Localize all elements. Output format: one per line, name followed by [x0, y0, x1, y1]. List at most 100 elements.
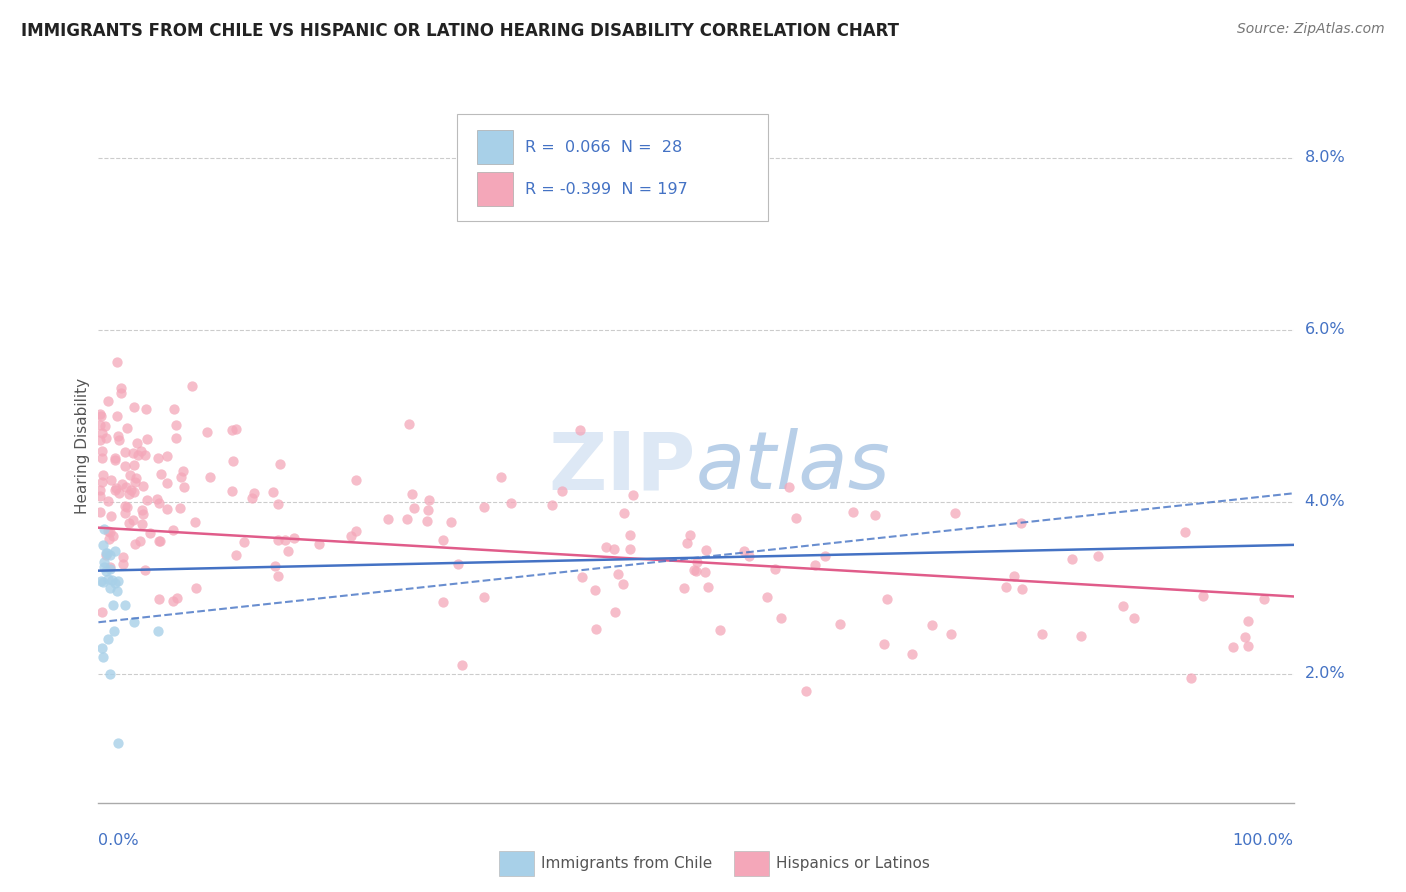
Point — [91, 649, 114, 664]
Point — [540, 498, 562, 512]
Point — [813, 549, 835, 563]
Point — [96, 546, 118, 560]
Point — [104, 481, 127, 495]
Point — [432, 533, 454, 547]
Point — [1062, 551, 1084, 566]
Point — [1010, 516, 1032, 530]
Point — [97, 494, 120, 508]
Point — [166, 591, 188, 605]
Point — [621, 488, 644, 502]
Point — [163, 402, 186, 417]
Point — [104, 453, 127, 467]
Point — [901, 647, 924, 661]
Point — [103, 528, 125, 542]
Point — [198, 469, 221, 483]
Point — [105, 584, 128, 599]
Point — [120, 483, 142, 498]
Point — [595, 541, 617, 555]
Point — [472, 500, 495, 514]
Point — [221, 454, 243, 468]
Point — [117, 421, 139, 435]
Point — [1112, 599, 1135, 614]
Point — [104, 544, 127, 558]
Point — [181, 378, 204, 392]
Text: 2.0%: 2.0% — [1305, 666, 1346, 681]
Point — [676, 536, 699, 550]
Point — [842, 505, 865, 519]
Point — [146, 450, 169, 465]
Point — [172, 464, 194, 478]
Point — [97, 632, 120, 647]
Point — [165, 431, 187, 445]
Point — [135, 401, 157, 416]
Text: 4.0%: 4.0% — [1305, 494, 1346, 509]
Point — [105, 409, 128, 423]
Point — [418, 493, 440, 508]
Text: atlas: atlas — [696, 428, 891, 507]
Point — [184, 581, 207, 595]
Point — [585, 622, 607, 636]
Text: 0.0%: 0.0% — [98, 833, 139, 848]
Point — [110, 381, 132, 395]
Point — [114, 480, 136, 494]
Point — [1031, 627, 1053, 641]
FancyBboxPatch shape — [457, 114, 768, 221]
Point — [98, 524, 121, 539]
Point — [93, 523, 115, 537]
Text: ZIP: ZIP — [548, 428, 696, 507]
Point — [124, 458, 146, 472]
Point — [225, 422, 247, 436]
Point — [794, 684, 817, 698]
Point — [943, 506, 966, 520]
Point — [262, 484, 284, 499]
Point — [121, 513, 143, 527]
Point — [98, 562, 121, 576]
Point — [1087, 549, 1109, 564]
Point — [1122, 611, 1144, 625]
Point — [148, 592, 170, 607]
Point — [995, 580, 1018, 594]
Point — [124, 475, 146, 489]
Point — [195, 425, 218, 440]
Point — [94, 546, 117, 560]
Point — [1070, 629, 1092, 643]
Point — [89, 434, 111, 448]
Point — [91, 538, 114, 552]
Point — [308, 537, 330, 551]
Point — [112, 557, 135, 571]
Point — [93, 560, 115, 574]
Point — [134, 448, 156, 462]
Point — [98, 559, 121, 574]
Text: IMMIGRANTS FROM CHILE VS HISPANIC OR LATINO HEARING DISABILITY CORRELATION CHART: IMMIGRANTS FROM CHILE VS HISPANIC OR LAT… — [21, 22, 898, 40]
Point — [114, 506, 136, 520]
Point — [418, 503, 440, 517]
Point — [98, 581, 122, 595]
Point — [697, 580, 720, 594]
FancyBboxPatch shape — [477, 172, 513, 206]
Point — [1180, 671, 1202, 685]
Point — [101, 598, 124, 612]
Point — [613, 507, 636, 521]
Point — [733, 543, 755, 558]
Point — [863, 508, 886, 522]
Point — [114, 459, 136, 474]
Point — [89, 407, 111, 421]
Point — [1234, 630, 1257, 644]
Point — [104, 451, 127, 466]
Point — [451, 657, 474, 672]
Point — [148, 496, 170, 510]
Point — [156, 502, 179, 516]
Point — [89, 483, 111, 497]
Point — [803, 558, 825, 572]
Point — [104, 483, 127, 498]
Point — [112, 550, 135, 565]
Point — [104, 576, 127, 591]
Point — [264, 558, 287, 573]
Point — [778, 480, 800, 494]
Point — [93, 555, 115, 569]
Point — [125, 471, 148, 485]
Point — [90, 451, 112, 466]
Point — [103, 624, 125, 638]
Text: Immigrants from Chile: Immigrants from Chile — [541, 856, 713, 871]
Point — [121, 446, 143, 460]
